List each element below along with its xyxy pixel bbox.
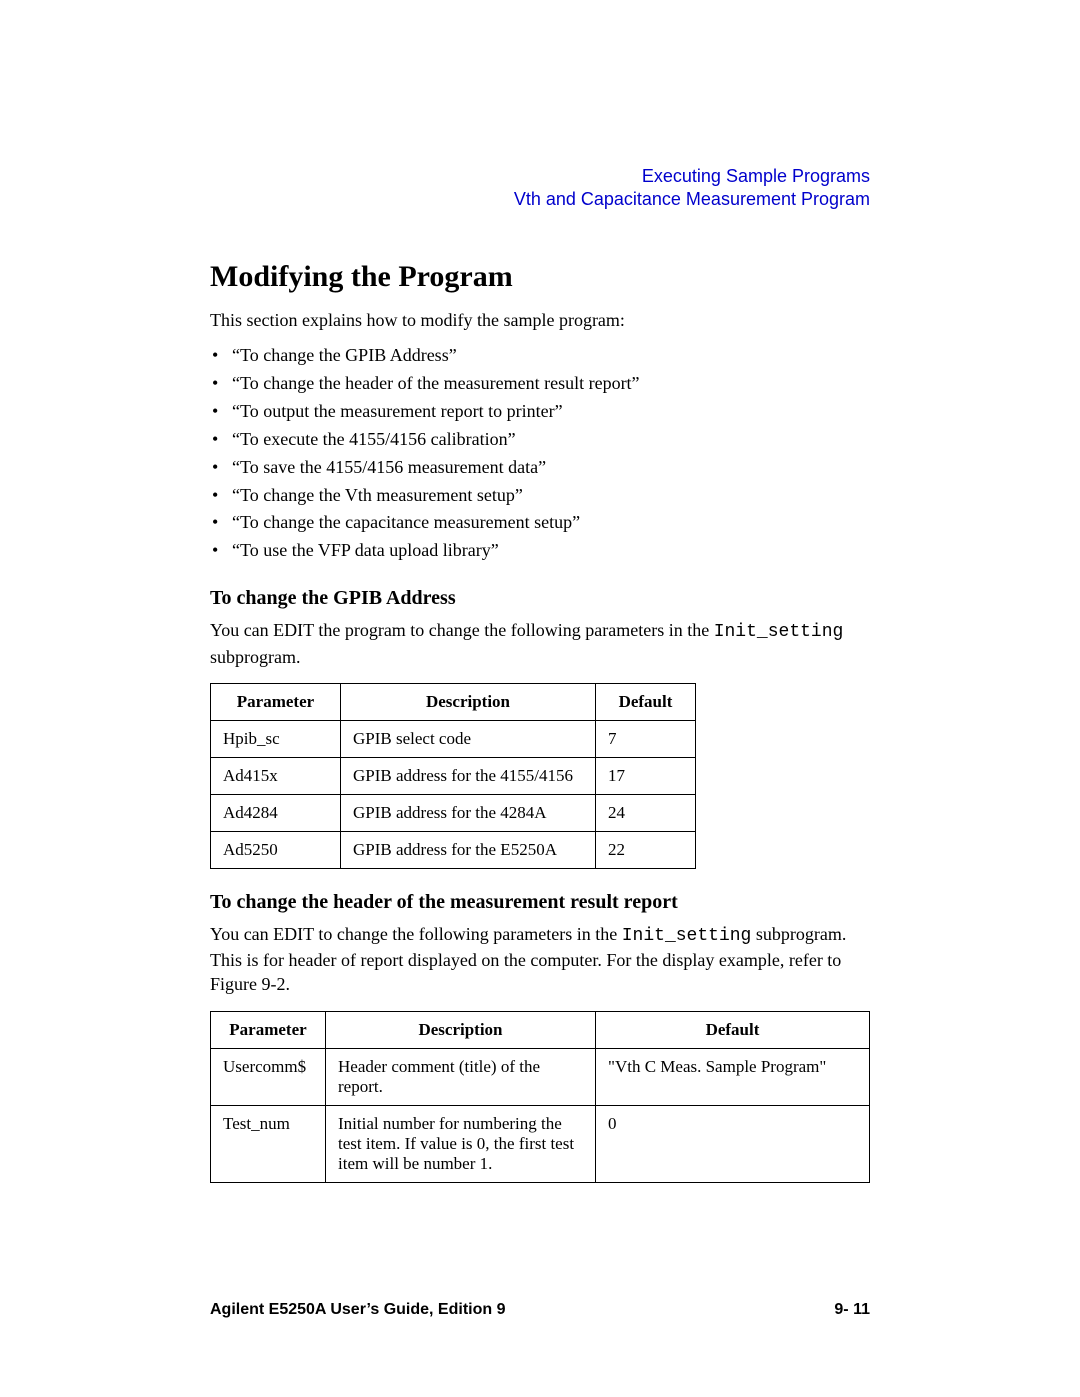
table-header-row: Parameter Description Default	[211, 1011, 870, 1048]
sub2-para-pre: You can EDIT to change the following par…	[210, 924, 622, 944]
footer-left: Agilent E5250A User’s Guide, Edition 9	[210, 1301, 505, 1319]
col-header: Parameter	[211, 683, 341, 720]
cell: 24	[596, 794, 696, 831]
subsection-2-para: You can EDIT to change the following par…	[210, 922, 870, 997]
header-report-table: Parameter Description Default Usercomm$ …	[210, 1011, 870, 1183]
topic-item: “To change the Vth measurement setup”	[210, 482, 870, 510]
cell: 22	[596, 831, 696, 868]
cell: GPIB address for the E5250A	[341, 831, 596, 868]
subsection-title-1: To change the GPIB Address	[210, 587, 870, 610]
table-header-row: Parameter Description Default	[211, 683, 696, 720]
cell: GPIB select code	[341, 720, 596, 757]
header-line-2: Vth and Capacitance Measurement Program	[210, 188, 870, 211]
cell: GPIB address for the 4284A	[341, 794, 596, 831]
cell: 17	[596, 757, 696, 794]
col-header: Default	[596, 683, 696, 720]
table-row: Test_num Initial number for numbering th…	[211, 1105, 870, 1182]
table-row: Ad415x GPIB address for the 4155/4156 17	[211, 757, 696, 794]
col-header: Description	[341, 683, 596, 720]
cell: Ad415x	[211, 757, 341, 794]
col-header: Description	[326, 1011, 596, 1048]
intro-text: This section explains how to modify the …	[210, 308, 870, 332]
topic-list: “To change the GPIB Address” “To change …	[210, 342, 870, 565]
table-row: Hpib_sc GPIB select code 7	[211, 720, 696, 757]
topic-item: “To save the 4155/4156 measurement data”	[210, 454, 870, 482]
cell: 7	[596, 720, 696, 757]
topic-item: “To output the measurement report to pri…	[210, 398, 870, 426]
subsection-1-para: You can EDIT the program to change the f…	[210, 618, 870, 669]
cell: Ad4284	[211, 794, 341, 831]
cell: GPIB address for the 4155/4156	[341, 757, 596, 794]
cell: Ad5250	[211, 831, 341, 868]
cell: Header comment (title) of the report.	[326, 1048, 596, 1105]
cell: Test_num	[211, 1105, 326, 1182]
topic-item: “To change the GPIB Address”	[210, 342, 870, 370]
header-line-1: Executing Sample Programs	[210, 165, 870, 188]
footer-right: 9- 11	[834, 1301, 870, 1319]
subsection-title-2: To change the header of the measurement …	[210, 891, 870, 914]
topic-item: “To execute the 4155/4156 calibration”	[210, 426, 870, 454]
cell: Usercomm$	[211, 1048, 326, 1105]
sub1-code: Init_setting	[714, 622, 844, 642]
cell: Initial number for numbering the test it…	[326, 1105, 596, 1182]
page: Executing Sample Programs Vth and Capaci…	[0, 0, 1080, 1397]
sub2-code: Init_setting	[622, 926, 752, 946]
topic-item: “To change the header of the measurement…	[210, 370, 870, 398]
col-header: Parameter	[211, 1011, 326, 1048]
gpib-table: Parameter Description Default Hpib_sc GP…	[210, 683, 696, 869]
table-row: Usercomm$ Header comment (title) of the …	[211, 1048, 870, 1105]
col-header: Default	[596, 1011, 870, 1048]
section-title: Modifying the Program	[210, 260, 870, 294]
cell: Hpib_sc	[211, 720, 341, 757]
table-row: Ad5250 GPIB address for the E5250A 22	[211, 831, 696, 868]
cell: "Vth C Meas. Sample Program"	[596, 1048, 870, 1105]
page-footer: Agilent E5250A User’s Guide, Edition 9 9…	[210, 1301, 870, 1319]
topic-item: “To change the capacitance measurement s…	[210, 509, 870, 537]
running-header: Executing Sample Programs Vth and Capaci…	[210, 165, 870, 212]
sub1-para-pre: You can EDIT the program to change the f…	[210, 620, 714, 640]
topic-item: “To use the VFP data upload library”	[210, 537, 870, 565]
sub1-para-post: subprogram.	[210, 647, 300, 667]
cell: 0	[596, 1105, 870, 1182]
table-row: Ad4284 GPIB address for the 4284A 24	[211, 794, 696, 831]
